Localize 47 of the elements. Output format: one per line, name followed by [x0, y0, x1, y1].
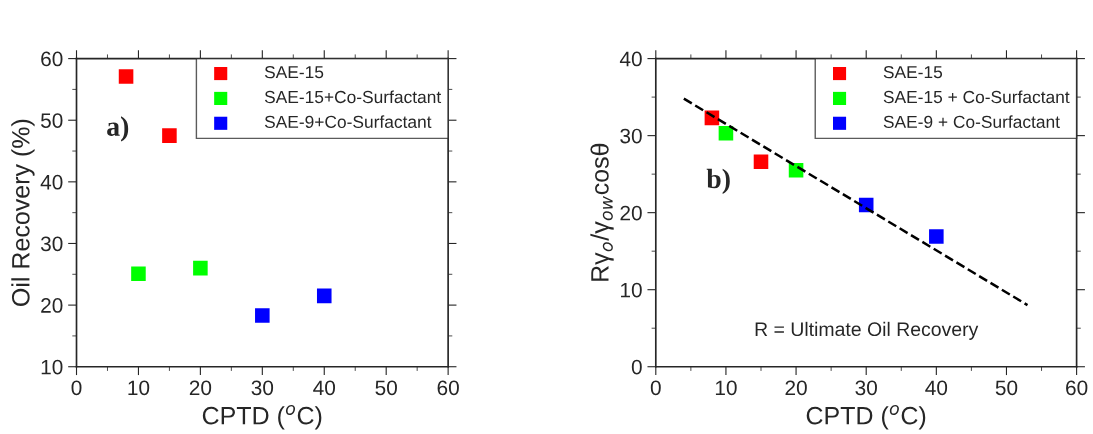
legend-label: SAE-15: [883, 65, 943, 79]
point: [316, 288, 332, 304]
annotation: b): [706, 168, 730, 194]
y-tick-label: 20: [41, 298, 63, 313]
point: [255, 308, 270, 323]
x-tick-label: 40: [925, 380, 948, 396]
legend-label: SAE-9+Co-Surfactant: [264, 115, 432, 129]
y-tick-label: 30: [40, 236, 63, 252]
x-tick-label: 50: [375, 380, 397, 396]
x-tick-label: 0: [650, 380, 661, 396]
point: [929, 229, 944, 244]
y-tick-label: 40: [619, 51, 642, 67]
point: [718, 126, 734, 141]
point: [131, 266, 146, 281]
y-tick-label: 40: [40, 174, 63, 190]
point: [162, 128, 177, 143]
y-tick-label: 50: [40, 113, 63, 128]
x-tick-label: 60: [1066, 380, 1088, 396]
y-tick-label: 10: [621, 282, 642, 298]
y-tick-label: 60: [41, 51, 63, 67]
x-tick-label: 30: [251, 380, 274, 396]
x-tick-label: 10: [715, 380, 737, 396]
y-tick-label: 10: [41, 359, 63, 375]
x-tick-label: 20: [189, 380, 212, 396]
legend-label: SAE-15 + Co-Surfactant: [883, 90, 1070, 104]
point: [753, 154, 769, 170]
y-axis-title: Rγ$_{o}$/γ$_{ow}$cosθ: [590, 143, 614, 281]
y-tick-label: 0: [631, 359, 642, 375]
x-axis-title: CPTD ($^{o}$C): [202, 404, 322, 430]
annotation: R = Ultimate Oil Recovery: [755, 321, 979, 340]
annotation: a): [107, 116, 129, 142]
x-tick-label: 10: [128, 380, 150, 396]
x-axis-title: CPTD ($^{o}$C): [806, 404, 926, 430]
y-tick-label: 30: [620, 128, 642, 144]
x-tick-label: 60: [437, 380, 459, 396]
x-tick-label: 0: [71, 380, 82, 396]
point: [193, 260, 208, 276]
legend-label: SAE-9 + Co-Surfactant: [883, 115, 1060, 129]
point: [118, 69, 134, 84]
x-tick-label: 50: [995, 380, 1018, 396]
y-tick-label: 20: [620, 205, 642, 221]
legend-label: SAE-15: [264, 65, 324, 79]
legend-label: SAE-15+Co-Surfactant: [264, 90, 442, 104]
x-tick-label: 30: [855, 380, 877, 396]
y-axis-title: Oil Recovery (%): [11, 119, 35, 306]
x-tick-label: 40: [313, 380, 336, 396]
x-tick-label: 20: [785, 380, 807, 396]
